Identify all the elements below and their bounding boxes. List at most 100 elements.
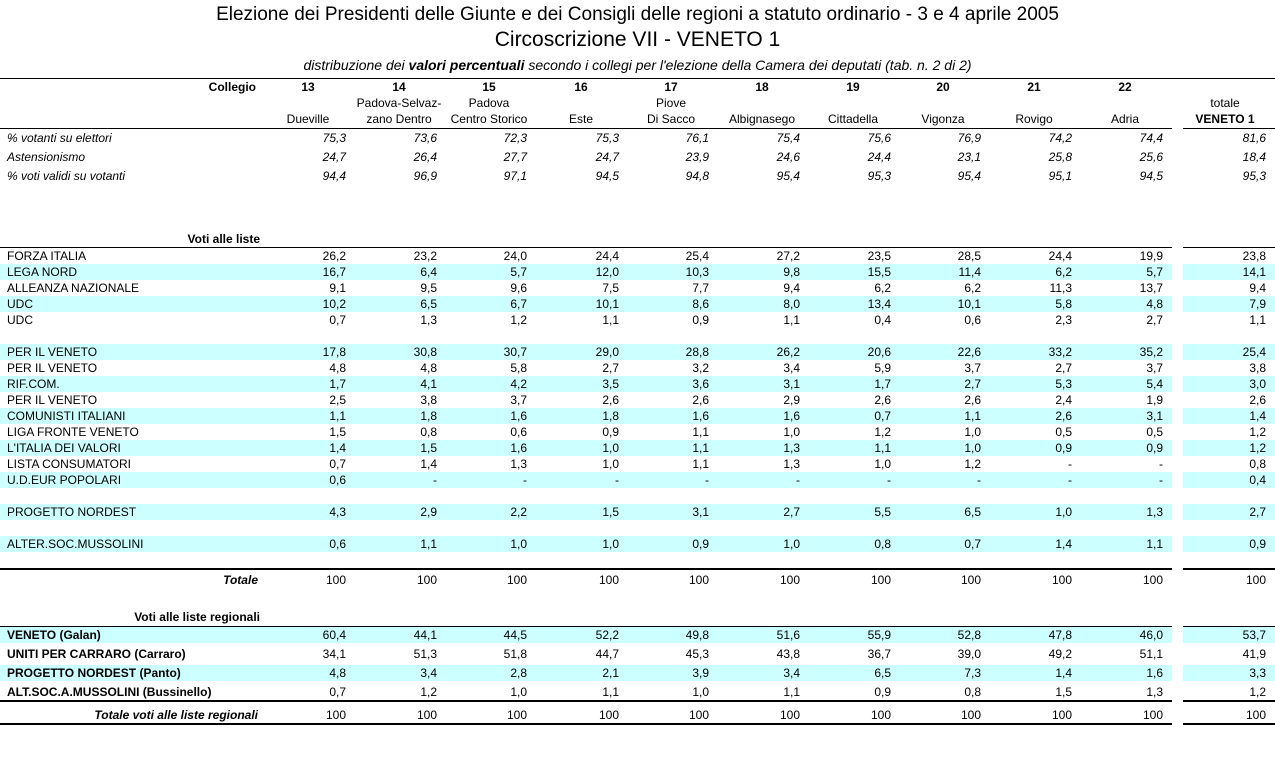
cell: 26,4 [413,150,437,164]
cell: 94,8 [685,169,709,183]
cell: 5,4 [1146,377,1163,391]
cell: 23,5 [867,249,891,263]
cell: 60,4 [322,628,346,642]
cell: 0,5 [1146,425,1163,439]
cell: 0,7 [874,409,891,423]
cell: 3,9 [692,666,709,680]
cell: 47,8 [1048,628,1072,642]
rule [1183,128,1275,129]
rule [1183,247,1275,248]
row-shade [1183,627,1275,643]
cell: 1,2 [1249,441,1266,455]
row-label: ALLEANZA NAZIONALE [7,281,140,295]
rule [0,128,1172,129]
cell: 53,7 [1242,628,1266,642]
row-shade [1183,665,1275,681]
cell: 45,3 [685,647,709,661]
cell: 44,1 [413,628,437,642]
cell: 73,6 [413,131,437,145]
cell: - [796,473,800,487]
cell: 1,3 [783,441,800,455]
cell: 6,5 [964,505,981,519]
rule [1183,568,1275,570]
cell: 1,0 [964,425,981,439]
cell: 3,7 [510,393,527,407]
column-name: Este [568,112,593,126]
cell: 0,8 [874,537,891,551]
cell: 2,4 [1055,393,1072,407]
section-title: Voti alle liste [187,232,260,246]
cell: 30,8 [413,345,437,359]
cell: 51,8 [503,647,527,661]
cell: 26,2 [322,249,346,263]
cell: 10,3 [685,265,709,279]
cell: 9,1 [329,281,346,295]
cell: 27,2 [776,249,800,263]
cell: 34,1 [322,647,346,661]
cell: 7,3 [964,666,981,680]
row-shade [0,536,1172,552]
row-shade [1183,296,1275,312]
desc-part: secondo i collegi per l'elezione della C… [524,57,972,73]
cell: 6,4 [420,265,437,279]
cell: 7,7 [692,281,709,295]
cell: 72,3 [503,131,527,145]
row-label: UDC [7,313,33,327]
cell: 1,1 [602,313,619,327]
cell: 3,4 [783,361,800,375]
cell: 1,4 [420,457,437,471]
cell: 81,6 [1242,131,1266,145]
column-number: 21 [1027,80,1041,94]
cell: 23,8 [1242,249,1266,263]
column-name: Padova-Selvaz- [356,96,442,110]
cell: 95,4 [957,169,981,183]
cell: 5,7 [1146,265,1163,279]
rule [1183,700,1275,702]
cell: 96,9 [413,169,437,183]
total-cell: 100 [779,573,800,587]
cell: 1,2 [1249,685,1266,699]
row-label: RIF.COM. [7,377,60,391]
cell: - [1068,457,1072,471]
cell: 95,3 [867,169,891,183]
cell: 94,5 [1139,169,1163,183]
column-number: 13 [301,80,315,94]
cell: 3,1 [1146,409,1163,423]
cell: 4,8 [329,666,346,680]
total-cell: 100 [1245,573,1266,587]
cell: 41,9 [1242,647,1266,661]
cell: 8,0 [783,297,800,311]
cell: 0,9 [874,685,891,699]
cell: 3,2 [692,361,709,375]
cell: 26,2 [776,345,800,359]
cell: 14,1 [1242,265,1266,279]
cell: - [1159,473,1163,487]
cell: 55,9 [867,628,891,642]
cell: 46,0 [1139,628,1163,642]
cell: 1,0 [602,537,619,551]
cell: 3,7 [1146,361,1163,375]
column-name: Padova [468,96,510,110]
cell: 2,8 [510,666,527,680]
cell: 4,2 [510,377,527,391]
cell: 0,7 [329,313,346,327]
cell: 49,2 [1048,647,1072,661]
cell: 75,3 [595,131,619,145]
cell: 1,9 [1146,393,1163,407]
cell: 1,0 [602,457,619,471]
row-label: % voti validi su votanti [7,169,126,183]
row-label: UDC [7,297,33,311]
cell: 76,1 [685,131,709,145]
cell: 25,6 [1139,150,1163,164]
row-label: LISTA CONSUMATORI [7,457,132,471]
total-cell: 100 [960,573,981,587]
cell: 3,7 [964,361,981,375]
row-label: VENETO (Galan) [7,628,101,642]
cell: 1,1 [874,441,891,455]
cell: 51,1 [1139,647,1163,661]
cell: 2,7 [1146,313,1163,327]
row-label: PROGETTO NORDEST (Panto) [7,666,181,680]
cell: 15,5 [867,265,891,279]
cell: 5,3 [1055,377,1072,391]
cell: 1,1 [329,409,346,423]
